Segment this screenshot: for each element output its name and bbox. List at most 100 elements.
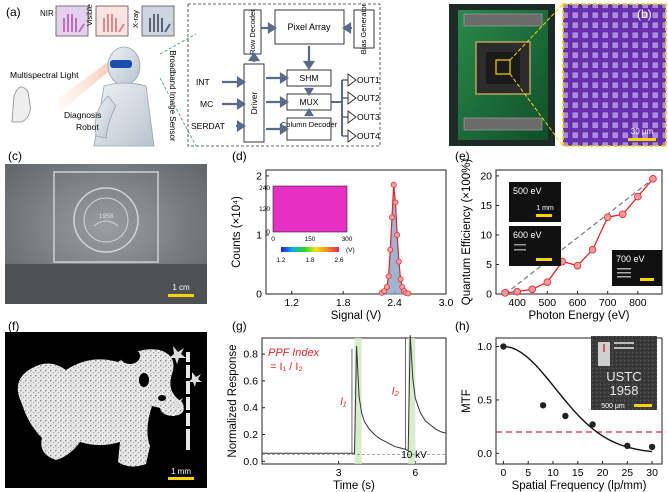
- mtf-point: [500, 343, 507, 350]
- x-tick-label: 800: [629, 297, 647, 309]
- svg-text:(V): (V): [346, 247, 355, 254]
- x-tick-label: 15: [572, 467, 584, 479]
- y-axis-label: Normalized Response: [227, 344, 239, 457]
- colorbar: [281, 247, 339, 252]
- x-axis-label: Time (s): [333, 480, 375, 492]
- panel-label-c: (c): [8, 149, 22, 163]
- plot-frame: [265, 169, 447, 295]
- svg-text:150: 150: [305, 236, 316, 243]
- svg-text:300: 300: [342, 236, 353, 243]
- panel-h: (h) 0 5 10 15 20 25 30 0.0 0.5 1.0 Spatial Frequen…: [455, 319, 663, 492]
- output-out3: OUT3: [357, 112, 380, 122]
- histogram-point: [395, 258, 402, 265]
- band-icons: NIR Visible X-ray: [40, 4, 175, 37]
- diagram-arrows: [222, 21, 352, 136]
- histogram-point: [383, 283, 390, 290]
- y-axis-label: MTF: [461, 389, 473, 413]
- y-tick-label: 15: [480, 200, 492, 212]
- label-i1: I₁: [340, 396, 347, 408]
- inset-heatmap-d: 240 120 0 0 150 300 1.2 1.8 2.6 (V): [259, 185, 355, 264]
- logo-frame: [53, 171, 159, 263]
- y-tick-label: 2: [256, 170, 262, 182]
- panel-label-f: (f): [8, 319, 19, 333]
- y-axis-label: Quantum Efficiency (×100%): [461, 159, 473, 306]
- svg-text:SHM: SHM: [300, 73, 319, 83]
- sensor-block-diagram: Row Decoder Pixel Array Bias Generator D…: [187, 3, 381, 147]
- x-axis-label: Signal (V): [331, 310, 382, 322]
- svg-text:0: 0: [266, 229, 270, 236]
- y-tick-label: 20: [480, 170, 492, 182]
- label-multispectral-light: Multispectral Light: [10, 70, 79, 80]
- svg-text:1.2: 1.2: [276, 257, 285, 264]
- connector-top: [463, 13, 543, 27]
- response-trace: [262, 335, 447, 454]
- y-tick-label: 0.6: [243, 375, 258, 387]
- panel-e: (e) 400 500 600 700 800 0 5 10 15 20 Photon Energy…: [455, 149, 663, 322]
- ppf-index-title: PPF Index: [268, 347, 320, 359]
- plot-frame: [495, 169, 663, 295]
- mtf-point: [648, 443, 656, 451]
- y-tick-label: 10: [480, 229, 492, 241]
- chart-g: 3 6 0.0 0.2 0.4 0.6 0.8 Time (s) Normalized Resp…: [227, 335, 447, 492]
- star-mark: [169, 346, 186, 364]
- output-buffers: [331, 73, 357, 143]
- panel-label-b: (b): [637, 7, 652, 21]
- histogram-point: [397, 276, 404, 283]
- y-tick-label: 0.2: [243, 429, 258, 441]
- x-tick-label: 5: [525, 467, 531, 479]
- x-tick-label: 10: [547, 467, 559, 479]
- x-tick-label: 6: [412, 467, 418, 479]
- x-tick-label: 700: [599, 297, 617, 309]
- robot-visor: [110, 60, 132, 68]
- scale-bar-b: [628, 138, 656, 141]
- output-out1: OUT1: [357, 75, 380, 85]
- x-tick-label: 0: [501, 467, 507, 479]
- label-i2: I₂: [392, 385, 400, 397]
- svg-text:120: 120: [259, 206, 270, 213]
- x-axis-label: Spatial Frequency (lp/mm): [512, 480, 647, 492]
- svg-text:700 eV: 700 eV: [616, 254, 645, 264]
- panel-label-a: (a): [6, 5, 21, 19]
- qe-point: [513, 287, 521, 296]
- mtf-point: [624, 442, 631, 450]
- robot-arm: [94, 95, 117, 139]
- university-seal: [73, 187, 139, 253]
- svg-text:0: 0: [271, 236, 275, 243]
- qe-point: [573, 261, 582, 270]
- diagram-frame: [187, 3, 381, 147]
- zoom-box: [495, 59, 511, 75]
- inset-images-e: 500 eV 1 mm 600 eV 700 eV: [509, 182, 662, 286]
- svg-text:Bias Generator: Bias Generator: [359, 3, 368, 54]
- plot-frame: [495, 337, 663, 465]
- band-label-nir: NIR: [40, 9, 54, 18]
- svg-text:1 cm: 1 cm: [172, 283, 190, 292]
- plot-frame: [261, 337, 447, 465]
- svg-text:1 mm: 1 mm: [171, 467, 191, 476]
- inset-500ev: [509, 182, 561, 222]
- x-axis-label: Photon Energy (eV): [528, 310, 629, 322]
- qe-point: [501, 289, 509, 297]
- x-tick-label: 400: [508, 297, 526, 309]
- qe-point: [618, 210, 627, 219]
- pixel-micrograph: [562, 3, 667, 147]
- connector-bottom: [463, 117, 543, 131]
- panel-a: (a) NIR Visible X-ray Multispectral Ligh…: [6, 3, 381, 147]
- panel-b: 30 μm (b): [449, 3, 667, 147]
- panda-nose: [158, 395, 166, 401]
- heatmap-uniform: [272, 185, 348, 233]
- y-tick-label: 5: [486, 259, 492, 271]
- mtf-point: [562, 412, 569, 420]
- histogram-point: [392, 199, 399, 206]
- y-tick-label: 0: [486, 289, 492, 301]
- block-bias-generator: [353, 9, 375, 49]
- trend-line: [504, 178, 654, 295]
- x-tick-label: 2.4: [387, 297, 402, 309]
- qe-point: [543, 278, 552, 286]
- block-row-decoder: [243, 9, 262, 55]
- y-tick-label: 0: [256, 289, 262, 301]
- voltage-label: 10 kV: [401, 450, 427, 461]
- light-beam: [58, 62, 108, 112]
- svg-text:1 mm: 1 mm: [536, 205, 554, 212]
